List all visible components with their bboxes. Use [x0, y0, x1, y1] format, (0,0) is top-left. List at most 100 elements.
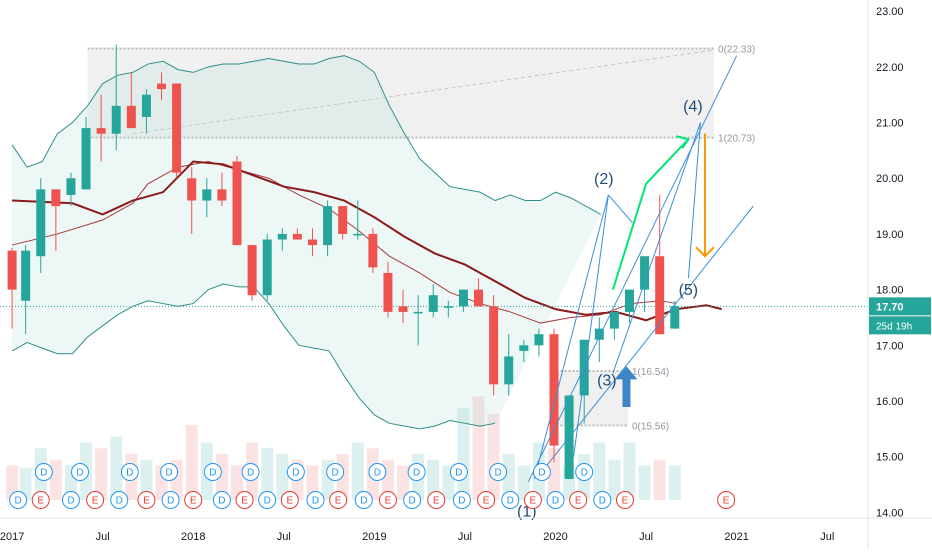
candle[interactable]: [609, 311, 619, 340]
dividend-marker[interactable]: [161, 491, 180, 509]
candle[interactable]: [217, 172, 227, 207]
dividend-marker[interactable]: [212, 491, 231, 509]
candle[interactable]: [640, 256, 650, 312]
candle[interactable]: [7, 247, 17, 329]
candle[interactable]: [458, 289, 468, 312]
dividend-marker[interactable]: [407, 463, 426, 481]
candle[interactable]: [307, 228, 317, 257]
dividend-marker[interactable]: [354, 491, 373, 509]
candle[interactable]: [549, 328, 559, 463]
dividend-marker[interactable]: [286, 463, 305, 481]
candle[interactable]: [51, 189, 61, 251]
candle[interactable]: [624, 289, 634, 324]
dividend-marker[interactable]: [61, 491, 80, 509]
candle[interactable]: [655, 194, 665, 335]
candle[interactable]: [292, 228, 302, 240]
dividend-marker[interactable]: [449, 463, 468, 481]
earnings-marker[interactable]: [280, 491, 299, 509]
candle[interactable]: [534, 328, 544, 357]
candle[interactable]: [111, 44, 121, 151]
green-projection-arrow[interactable]: [611, 138, 690, 290]
candle[interactable]: [277, 228, 287, 251]
candle[interactable]: [504, 334, 514, 396]
candle[interactable]: [474, 278, 484, 307]
earnings-marker[interactable]: [184, 491, 203, 509]
trend-line[interactable]: [573, 194, 609, 457]
dividend-marker[interactable]: [368, 463, 387, 481]
candle[interactable]: [157, 72, 167, 101]
trend-line[interactable]: [687, 122, 701, 279]
earnings-marker[interactable]: [235, 491, 254, 509]
candle[interactable]: [398, 289, 408, 324]
candle[interactable]: [353, 200, 363, 240]
trend-line[interactable]: [612, 122, 701, 374]
candle[interactable]: [247, 245, 257, 301]
volume-bar: [49, 459, 62, 500]
trend-line[interactable]: [540, 205, 754, 474]
trend-line[interactable]: [607, 194, 633, 224]
dividend-marker[interactable]: [452, 491, 471, 509]
earnings-marker[interactable]: [615, 491, 634, 509]
dividend-marker[interactable]: [532, 463, 551, 481]
dividend-marker[interactable]: [71, 463, 90, 481]
candle-body: [549, 334, 559, 446]
candle[interactable]: [323, 200, 333, 257]
candle[interactable]: [141, 89, 151, 134]
candle[interactable]: [368, 228, 378, 273]
earnings-marker[interactable]: [378, 491, 397, 509]
dividend-marker[interactable]: [403, 491, 422, 509]
dividend-marker[interactable]: [110, 491, 129, 509]
candle[interactable]: [338, 206, 348, 240]
dividend-marker[interactable]: [241, 463, 260, 481]
candle-body: [413, 311, 423, 314]
dividend-marker[interactable]: [593, 491, 612, 509]
candle[interactable]: [594, 317, 604, 363]
dividend-marker[interactable]: [489, 463, 508, 481]
earnings-marker[interactable]: [329, 491, 348, 509]
dividend-marker[interactable]: [120, 463, 139, 481]
candle[interactable]: [21, 245, 31, 335]
candle[interactable]: [202, 178, 212, 218]
dividend-marker[interactable]: [326, 463, 345, 481]
trend-line[interactable]: [527, 55, 738, 483]
earnings-marker[interactable]: [137, 491, 156, 509]
candle[interactable]: [36, 178, 46, 273]
dividend-marker[interactable]: [306, 491, 325, 509]
candle[interactable]: [96, 94, 106, 162]
candle[interactable]: [519, 339, 529, 363]
earnings-marker[interactable]: [569, 491, 588, 509]
candle[interactable]: [262, 233, 272, 301]
dividend-marker[interactable]: [575, 463, 594, 481]
candle[interactable]: [489, 295, 499, 396]
earnings-marker[interactable]: [427, 491, 446, 509]
candle[interactable]: [187, 167, 197, 234]
dividend-marker-label: D: [76, 468, 83, 479]
earnings-marker[interactable]: [86, 491, 105, 509]
earnings-marker-upcoming[interactable]: [717, 491, 736, 509]
trend-line[interactable]: [533, 194, 609, 480]
candle-body: [609, 311, 619, 329]
dividend-marker[interactable]: [203, 463, 222, 481]
dividend-marker[interactable]: [546, 491, 565, 509]
candle[interactable]: [66, 172, 76, 207]
fib-top-label-0: 0(22.33): [718, 44, 755, 55]
dividend-marker[interactable]: [501, 491, 520, 509]
candle[interactable]: [413, 295, 423, 346]
dividend-marker[interactable]: [258, 491, 277, 509]
dividend-marker[interactable]: [34, 463, 53, 481]
candle[interactable]: [428, 284, 438, 318]
candle[interactable]: [172, 83, 182, 179]
candle[interactable]: [81, 116, 91, 190]
earnings-marker[interactable]: [477, 491, 496, 509]
candle[interactable]: [126, 72, 136, 129]
candle-body: [519, 345, 529, 351]
dividend-marker[interactable]: [9, 491, 28, 509]
candle[interactable]: [443, 300, 453, 318]
candle[interactable]: [232, 155, 242, 246]
candle[interactable]: [383, 261, 393, 318]
dividend-marker[interactable]: [160, 463, 179, 481]
earnings-marker[interactable]: [523, 491, 542, 509]
earnings-marker[interactable]: [31, 491, 50, 509]
